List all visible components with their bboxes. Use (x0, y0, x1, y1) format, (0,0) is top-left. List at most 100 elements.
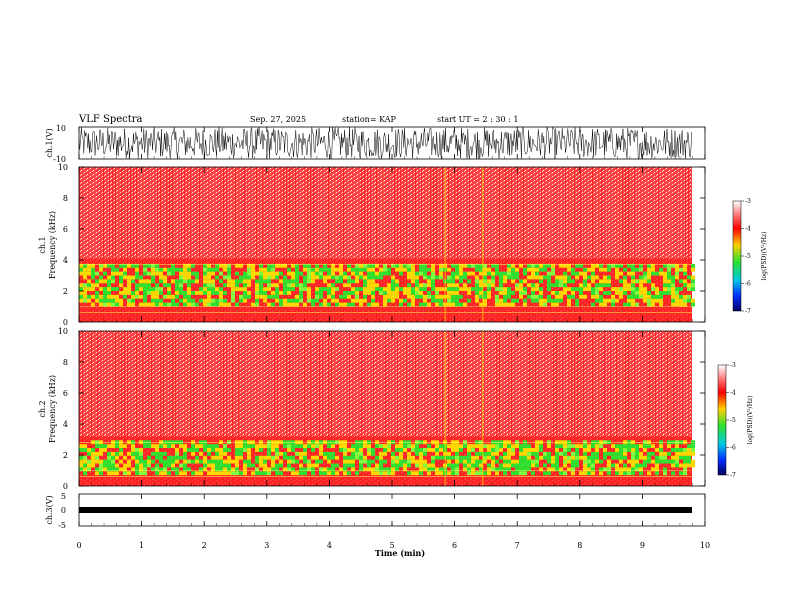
spectrogram-cell (215, 451, 219, 456)
spectrogram-cell (471, 271, 475, 276)
spectrogram-cell (435, 448, 439, 452)
spectrogram-cell (79, 294, 83, 299)
spectrogram-streak (367, 167, 368, 322)
colorbar-tick-label: -3 (730, 362, 736, 369)
spectrogram-cell (327, 287, 331, 291)
spectrogram-cell (239, 455, 243, 460)
spectrogram-cell (447, 287, 451, 291)
colorbar-tick-label: -6 (730, 445, 736, 452)
spectrogram-cell (407, 267, 411, 272)
spectrogram-cell (531, 267, 535, 272)
spectrogram-cell (407, 263, 411, 268)
spectrogram-cell (583, 451, 587, 456)
spectrogram-cell (279, 291, 283, 295)
spectrogram-streak (244, 167, 245, 322)
freq-tick-label: 2 (63, 287, 68, 296)
spectrogram-cell (519, 263, 523, 268)
spectrogram-cell (403, 440, 407, 445)
spectrogram-cell (151, 287, 155, 291)
spectrogram-cell (111, 279, 115, 284)
spectrogram-cell (671, 459, 675, 464)
spectrogram-cell (451, 298, 455, 303)
spectrogram-cell (623, 455, 627, 460)
spectrogram-cell (163, 294, 167, 299)
spectrogram-cell (367, 451, 371, 456)
spectrogram-cell (255, 287, 259, 291)
colorbar-tick-label: -5 (730, 417, 736, 424)
spectrogram-cell (387, 271, 391, 276)
spectrogram-cell (395, 291, 399, 295)
spectrogram-cell (271, 463, 275, 468)
spectrogram-cell (675, 440, 679, 445)
spectrogram-streak (499, 167, 500, 322)
spectrogram-cell (423, 463, 427, 468)
spectrogram-cell (679, 455, 683, 460)
spectrogram-cell (227, 463, 231, 468)
spectrogram-cell (303, 448, 307, 452)
spectrogram-cell (191, 448, 195, 452)
spectrogram-cell (567, 302, 571, 307)
spectrogram-cell (155, 298, 159, 303)
spectrogram-streak (103, 167, 104, 322)
colorbar-tick-label: -7 (730, 472, 736, 479)
spectrogram-cell (475, 463, 479, 468)
spectrogram-cell (83, 263, 87, 268)
spectrogram-cell (475, 283, 479, 288)
spectrogram-cell (547, 275, 551, 280)
spectrogram-cell (91, 448, 95, 452)
spectrogram-cell (523, 455, 527, 460)
spectrogram-streak (529, 331, 530, 486)
spectrogram-cell (351, 459, 355, 464)
spectrogram-cell (131, 455, 135, 460)
spectrogram-cell (435, 275, 439, 280)
spectrogram-streak (97, 331, 98, 486)
spectrogram-cell (167, 283, 171, 288)
spectrogram-cell (651, 267, 655, 272)
spectrogram-cell (119, 302, 123, 307)
spectrogram-cell (647, 294, 651, 299)
spectrogram-cell (207, 448, 211, 452)
spectrogram-cell (167, 291, 171, 295)
spectrogram-cell (439, 287, 443, 291)
spectrogram-cell (503, 271, 507, 276)
spectrogram-cell (151, 459, 155, 464)
spectrogram-streak (181, 167, 182, 322)
spectrogram-cell (595, 291, 599, 295)
spectrogram-cell (371, 291, 375, 295)
spectrogram-cell (207, 279, 211, 284)
spectrogram-cell (311, 448, 315, 452)
spectrogram-streak (580, 167, 581, 322)
spectrogram-cell (399, 463, 403, 468)
spectrogram-cell (475, 451, 479, 456)
spectrogram-cell (535, 294, 539, 299)
spectrogram-streak (127, 167, 128, 322)
spectrogram-cell (327, 467, 331, 472)
spectrogram-cell (223, 444, 227, 449)
time-axis: 0 1 2 3 4 5 6 7 8 9 10 (76, 127, 710, 550)
spectrogram-cell (463, 287, 467, 291)
spectrogram-cell (87, 294, 91, 299)
spectrogram-cell (299, 455, 303, 460)
spectrogram-cell (387, 283, 391, 288)
spectrogram-cell (255, 444, 259, 449)
spectrogram-cell (407, 294, 411, 299)
spectrogram-cell (147, 440, 151, 445)
spectrogram-cell (171, 455, 175, 460)
spectrogram-streak (592, 331, 593, 486)
spectrogram-cell (583, 455, 587, 460)
spectrogram-streak (448, 331, 449, 486)
spectrogram-cell (455, 440, 459, 445)
spectrogram-streak (400, 167, 401, 322)
spectrogram-cell (83, 283, 87, 288)
spectrogram-streak (628, 331, 629, 486)
spectrogram-cell (435, 440, 439, 445)
spectrogram-cell (263, 279, 267, 284)
spectrogram-cell (259, 448, 263, 452)
spectrogram-cell (431, 287, 435, 291)
spectrogram-cell (639, 451, 643, 456)
spectrogram-cell (235, 455, 239, 460)
spectrogram-cell (367, 275, 371, 280)
spectrogram-cell (83, 471, 87, 476)
time-tick-label: 7 (515, 541, 520, 550)
